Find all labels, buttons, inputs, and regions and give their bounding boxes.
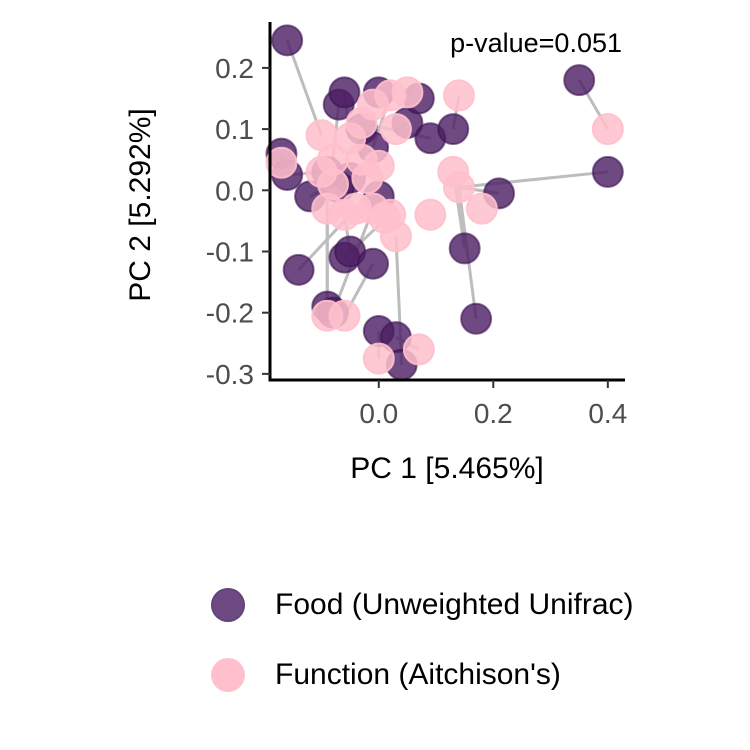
function-point-24 bbox=[442, 79, 475, 112]
function-point-22 bbox=[442, 171, 475, 204]
y-axis-title: PC 2 [5.292%] bbox=[124, 108, 157, 301]
y-tick-label-4: 0.1 bbox=[215, 114, 254, 145]
y-tick-label-0: -0.3 bbox=[206, 359, 254, 390]
y-tick-label-2: -0.1 bbox=[206, 236, 254, 267]
function-point-29 bbox=[402, 333, 435, 366]
p-value-annotation: p-value=0.051 bbox=[450, 28, 622, 58]
legend-item-function: Function (Aitchison's) bbox=[205, 640, 634, 710]
y-tick-label-5: 0.2 bbox=[215, 53, 254, 84]
function-point-28 bbox=[362, 342, 395, 375]
legend-label-food: Food (Unweighted Unifrac) bbox=[275, 588, 634, 621]
food-point-30 bbox=[591, 155, 624, 188]
legend-label-function: Function (Aitchison's) bbox=[275, 658, 561, 691]
x-tick-label-0: 0.0 bbox=[359, 398, 398, 429]
y-tick-label-3: 0.0 bbox=[215, 175, 254, 206]
function-point-27 bbox=[328, 299, 361, 332]
function-point-25 bbox=[591, 113, 624, 146]
y-tick-label-1: -0.2 bbox=[206, 298, 254, 329]
legend-swatch-function bbox=[211, 658, 245, 692]
axes: 0.0 0.2 0.4 -0.3 -0.2 -0.1 0.0 0.1 0.2 bbox=[206, 22, 627, 429]
pair-link-0 bbox=[285, 39, 323, 136]
food-point-10 bbox=[328, 76, 361, 109]
function-point-20 bbox=[414, 198, 447, 231]
food-point-0 bbox=[271, 24, 304, 57]
function-point-23 bbox=[465, 192, 498, 225]
food-point-20 bbox=[437, 113, 470, 146]
food-point-22 bbox=[357, 247, 390, 280]
sample-points bbox=[265, 24, 624, 381]
food-point-26 bbox=[448, 232, 481, 265]
function-point-19 bbox=[379, 220, 412, 253]
food-point-27 bbox=[460, 302, 493, 335]
pair-link-28 bbox=[458, 170, 608, 189]
function-point-0 bbox=[265, 146, 298, 179]
x-tick-label-1: 0.2 bbox=[474, 398, 513, 429]
food-point-4 bbox=[282, 253, 315, 286]
function-point-30 bbox=[351, 162, 384, 195]
function-point-12 bbox=[391, 76, 424, 109]
food-point-29 bbox=[563, 64, 596, 97]
x-axis-title: PC 1 [5.465%] bbox=[350, 452, 543, 485]
legend-item-food: Food (Unweighted Unifrac) bbox=[205, 570, 634, 640]
x-tick-label-2: 0.4 bbox=[588, 398, 627, 429]
legend: Food (Unweighted Unifrac) Function (Aitc… bbox=[205, 570, 634, 710]
function-point-13 bbox=[379, 113, 412, 146]
legend-swatch-food bbox=[211, 588, 245, 622]
